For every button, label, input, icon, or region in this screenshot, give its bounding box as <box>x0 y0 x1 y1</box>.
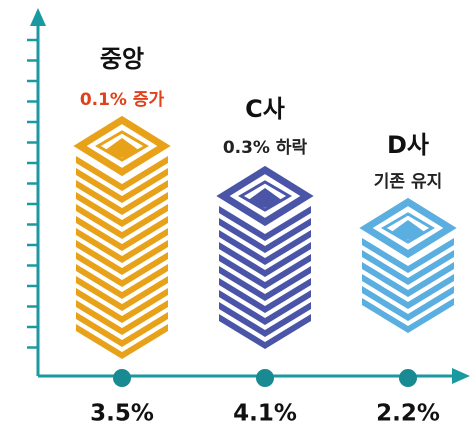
stack-layer <box>76 264 168 299</box>
item-value: 3.5% <box>90 401 154 427</box>
stack-layer <box>219 302 311 337</box>
stack-layer <box>219 314 311 349</box>
stack-layer <box>219 290 311 325</box>
stack-peak <box>247 188 283 208</box>
stack-layer <box>76 312 168 347</box>
axis-dot <box>256 369 274 387</box>
item-change: 0.1% 증가 <box>80 90 165 110</box>
stack-layer <box>76 228 168 263</box>
stack-layer <box>219 218 311 253</box>
axis-dot <box>113 369 131 387</box>
item-value: 4.1% <box>233 401 297 427</box>
stack-layer <box>362 262 454 297</box>
stack-layer <box>76 276 168 311</box>
item-change: 0.3% 하락 <box>223 138 308 158</box>
stack-peak <box>104 138 140 158</box>
stack-layer <box>219 266 311 301</box>
stack-top-inner <box>238 180 292 212</box>
stack-top-inner <box>381 212 435 244</box>
stack-peak <box>390 220 426 240</box>
stack-layer <box>76 192 168 227</box>
y-arrow <box>30 8 46 26</box>
item-name: 중앙 <box>100 45 144 73</box>
item-value: 2.2% <box>376 401 440 427</box>
stack-layer <box>219 242 311 277</box>
stack-layer <box>76 240 168 275</box>
stack-layer <box>219 254 311 289</box>
stack-layer <box>362 250 454 285</box>
stack-layer <box>76 204 168 239</box>
stack-layer <box>362 238 454 273</box>
item-name: D사 <box>387 131 429 159</box>
stack-layer <box>362 286 454 321</box>
stack-layer <box>76 300 168 335</box>
stack-layer <box>76 168 168 203</box>
stack-layer <box>76 252 168 287</box>
axis-dot <box>399 369 417 387</box>
stack-top-inner <box>95 130 149 162</box>
stack-layer <box>219 206 311 241</box>
stack-layer <box>76 216 168 251</box>
stack-layer <box>362 274 454 309</box>
item-change: 기존 유지 <box>374 172 442 192</box>
stack-layer <box>219 230 311 265</box>
stack-layer <box>76 156 168 191</box>
axis-ticks <box>27 38 38 349</box>
stack-layer <box>76 324 168 359</box>
stack-layer <box>219 278 311 313</box>
stack-layer <box>76 180 168 215</box>
item-name: C사 <box>245 95 285 123</box>
stack-layer <box>362 298 454 333</box>
x-arrow <box>452 368 470 384</box>
stack-layer <box>76 288 168 323</box>
